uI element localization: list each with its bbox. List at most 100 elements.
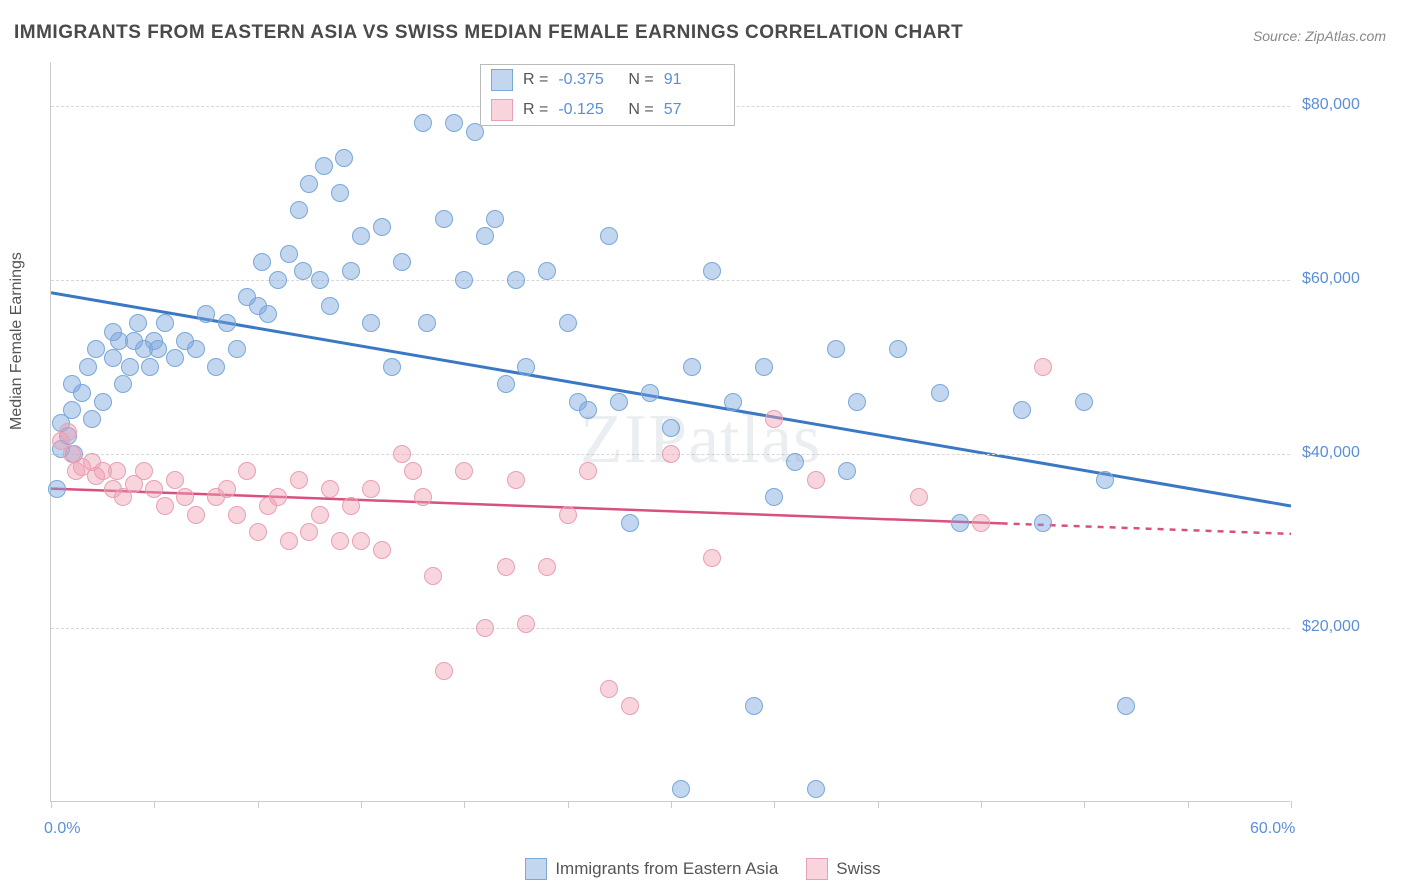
x-tick bbox=[154, 801, 155, 808]
chart-title: IMMIGRANTS FROM EASTERN ASIA VS SWISS ME… bbox=[14, 22, 963, 44]
x-tick bbox=[981, 801, 982, 808]
scatter-point bbox=[253, 253, 271, 271]
scatter-point bbox=[218, 480, 236, 498]
scatter-point bbox=[435, 210, 453, 228]
scatter-point bbox=[300, 175, 318, 193]
r-value: -0.375 bbox=[558, 71, 618, 89]
legend-item: Swiss bbox=[806, 858, 880, 880]
scatter-point bbox=[108, 462, 126, 480]
scatter-point bbox=[1075, 393, 1093, 411]
scatter-point bbox=[197, 305, 215, 323]
legend-swatch bbox=[491, 99, 513, 121]
n-value: 91 bbox=[664, 71, 724, 89]
scatter-point bbox=[48, 480, 66, 498]
scatter-point bbox=[362, 314, 380, 332]
scatter-point bbox=[149, 340, 167, 358]
scatter-point bbox=[1034, 514, 1052, 532]
scatter-point bbox=[280, 245, 298, 263]
scatter-point bbox=[910, 488, 928, 506]
scatter-point bbox=[838, 462, 856, 480]
scatter-point bbox=[703, 262, 721, 280]
scatter-point bbox=[476, 619, 494, 637]
x-tick-label: 0.0% bbox=[44, 820, 80, 838]
n-value: 57 bbox=[664, 101, 724, 119]
correlation-legend-row: R = -0.375 N = 91 bbox=[481, 65, 734, 95]
scatter-point bbox=[207, 358, 225, 376]
scatter-point bbox=[765, 410, 783, 428]
x-tick bbox=[464, 801, 465, 808]
legend-label: Immigrants from Eastern Asia bbox=[555, 859, 778, 879]
x-tick bbox=[774, 801, 775, 808]
scatter-point bbox=[1096, 471, 1114, 489]
x-tick bbox=[878, 801, 879, 808]
x-tick bbox=[671, 801, 672, 808]
scatter-point bbox=[176, 488, 194, 506]
scatter-point bbox=[393, 253, 411, 271]
legend-item: Immigrants from Eastern Asia bbox=[525, 858, 778, 880]
scatter-point bbox=[662, 419, 680, 437]
scatter-point bbox=[352, 532, 370, 550]
scatter-point bbox=[600, 227, 618, 245]
scatter-point bbox=[259, 305, 277, 323]
scatter-point bbox=[455, 462, 473, 480]
scatter-point bbox=[476, 227, 494, 245]
x-tick bbox=[1084, 801, 1085, 808]
scatter-point bbox=[1034, 358, 1052, 376]
scatter-point bbox=[373, 541, 391, 559]
scatter-point bbox=[889, 340, 907, 358]
scatter-point bbox=[683, 358, 701, 376]
scatter-point bbox=[383, 358, 401, 376]
n-label: N = bbox=[628, 71, 653, 89]
scatter-point bbox=[352, 227, 370, 245]
scatter-point bbox=[827, 340, 845, 358]
scatter-point bbox=[414, 114, 432, 132]
scatter-point bbox=[931, 384, 949, 402]
scatter-point bbox=[166, 349, 184, 367]
legend-swatch bbox=[806, 858, 828, 880]
scatter-point bbox=[786, 453, 804, 471]
gridline bbox=[51, 628, 1290, 629]
scatter-point bbox=[335, 149, 353, 167]
y-axis-label: Median Female Earnings bbox=[8, 252, 26, 430]
scatter-point bbox=[280, 532, 298, 550]
scatter-point bbox=[445, 114, 463, 132]
scatter-point bbox=[218, 314, 236, 332]
correlation-legend-row: R =-0.125N =57 bbox=[481, 95, 734, 125]
scatter-point bbox=[807, 780, 825, 798]
scatter-point bbox=[641, 384, 659, 402]
x-tick-label: 60.0% bbox=[1250, 820, 1295, 838]
scatter-point bbox=[621, 514, 639, 532]
scatter-point bbox=[300, 523, 318, 541]
scatter-point bbox=[672, 780, 690, 798]
scatter-point bbox=[141, 358, 159, 376]
scatter-point bbox=[951, 514, 969, 532]
scatter-point bbox=[1117, 697, 1135, 715]
r-label: R = bbox=[523, 71, 548, 89]
scatter-point bbox=[238, 462, 256, 480]
scatter-point bbox=[331, 532, 349, 550]
scatter-point bbox=[517, 358, 535, 376]
scatter-point bbox=[83, 410, 101, 428]
scatter-point bbox=[342, 497, 360, 515]
scatter-point bbox=[559, 314, 577, 332]
scatter-point bbox=[187, 506, 205, 524]
scatter-point bbox=[507, 271, 525, 289]
series-legend: Immigrants from Eastern Asia Swiss bbox=[0, 858, 1406, 880]
scatter-point bbox=[507, 471, 525, 489]
scatter-point bbox=[579, 401, 597, 419]
scatter-point bbox=[807, 471, 825, 489]
scatter-point bbox=[745, 697, 763, 715]
scatter-point bbox=[121, 358, 139, 376]
scatter-point bbox=[79, 358, 97, 376]
scatter-point bbox=[703, 549, 721, 567]
scatter-point bbox=[435, 662, 453, 680]
x-tick bbox=[1291, 801, 1292, 808]
y-tick-label: $60,000 bbox=[1302, 270, 1360, 288]
y-tick-label: $80,000 bbox=[1302, 96, 1360, 114]
scatter-point bbox=[269, 271, 287, 289]
scatter-point bbox=[362, 480, 380, 498]
x-tick bbox=[568, 801, 569, 808]
y-tick-label: $20,000 bbox=[1302, 618, 1360, 636]
scatter-point bbox=[455, 271, 473, 289]
scatter-point bbox=[156, 497, 174, 515]
